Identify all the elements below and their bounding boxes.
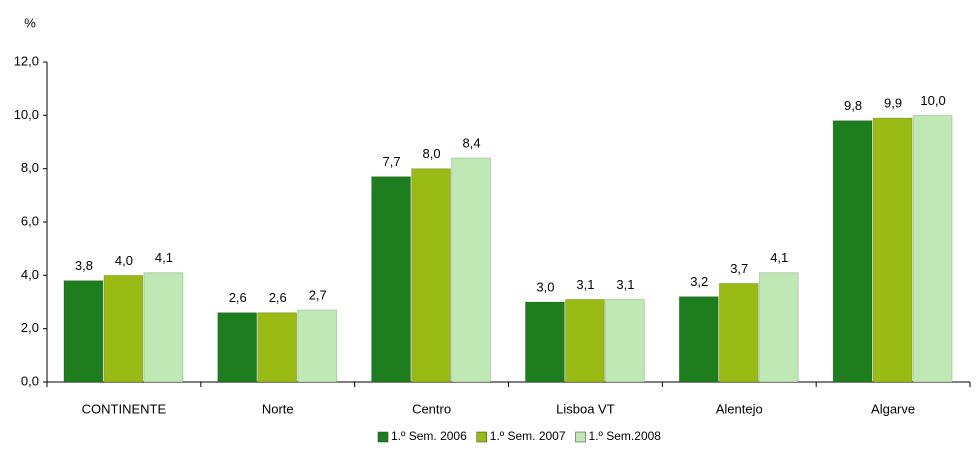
bar — [103, 274, 144, 383]
bar — [564, 298, 605, 383]
data-label: 4,1 — [770, 250, 788, 265]
data-label: 8,4 — [463, 135, 481, 150]
bar — [758, 272, 799, 383]
data-label: 3,7 — [730, 261, 748, 276]
bar — [143, 272, 184, 383]
y-tick-label: 2,0 — [21, 320, 39, 335]
bar — [257, 312, 298, 383]
bar — [217, 312, 258, 383]
bar — [451, 157, 492, 383]
y-tick-label: 4,0 — [21, 267, 39, 282]
bar — [718, 282, 759, 383]
data-label: 3,1 — [576, 277, 594, 292]
bar — [524, 301, 565, 383]
y-tick-label: 8,0 — [21, 160, 39, 175]
data-label: 2,6 — [229, 290, 247, 305]
legend-swatch — [377, 431, 389, 443]
bar — [912, 114, 953, 383]
bar — [604, 298, 645, 383]
data-label: 4,0 — [115, 253, 133, 268]
data-label: 2,7 — [309, 287, 327, 302]
y-tick-label: 12,0 — [14, 53, 39, 68]
x-tick-label: Centro — [412, 401, 451, 416]
data-label: 3,8 — [75, 258, 93, 273]
data-label: 3,2 — [690, 274, 708, 289]
x-tick-label: CONTINENTE — [82, 401, 167, 416]
x-tick-label: Algarve — [871, 401, 915, 416]
data-label: 7,7 — [383, 154, 401, 169]
x-tick-label: Norte — [262, 401, 294, 416]
data-label: 9,9 — [884, 95, 902, 110]
data-label: 9,8 — [844, 98, 862, 113]
legend-swatch — [476, 431, 488, 443]
legend-swatch — [575, 431, 586, 443]
legend-label: 1.º Sem.2008 — [589, 429, 662, 443]
legend-label: 1.º Sem. 2007 — [490, 429, 566, 443]
y-axis-label: % — [24, 15, 36, 30]
data-label: 10,0 — [920, 93, 945, 108]
bar — [678, 296, 719, 383]
data-label: 3,0 — [536, 279, 554, 294]
data-label: 8,0 — [423, 146, 441, 161]
bar — [411, 168, 452, 383]
bar — [371, 176, 412, 383]
data-label: 2,6 — [269, 290, 287, 305]
bar — [63, 280, 104, 383]
bar — [832, 120, 873, 383]
legend-label: 1.º Sem. 2006 — [391, 429, 467, 443]
bar — [872, 117, 913, 383]
y-tick-label: 0,0 — [21, 373, 39, 388]
x-tick-label: Alentejo — [716, 401, 763, 416]
y-tick-label: 6,0 — [21, 213, 39, 228]
data-label: 3,1 — [616, 277, 634, 292]
x-tick-label: Lisboa VT — [556, 401, 615, 416]
bar — [297, 309, 338, 383]
y-tick-label: 10,0 — [14, 107, 39, 122]
data-label: 4,1 — [155, 250, 173, 265]
